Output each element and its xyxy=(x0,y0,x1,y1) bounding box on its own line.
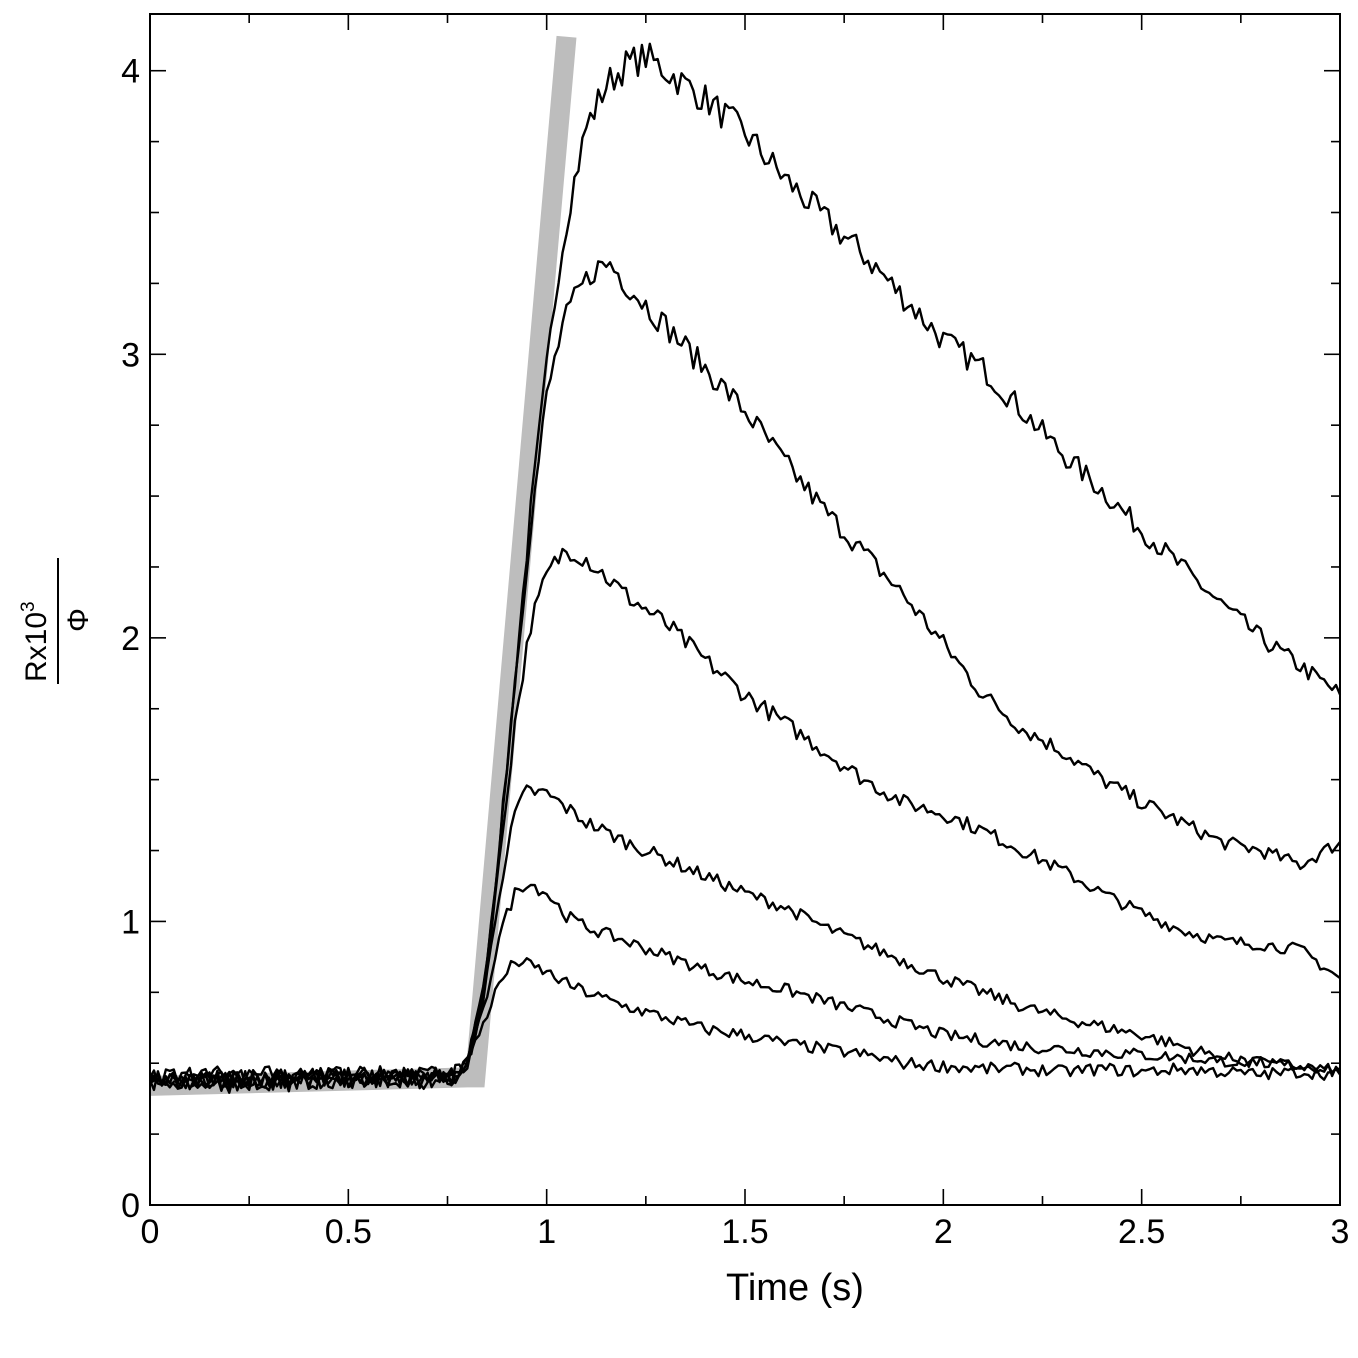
series-line-3 xyxy=(149,547,1341,1093)
y-axis-title-numerator-text: Rx10 xyxy=(20,612,53,682)
y-axis-title-numerator: Rx103 xyxy=(18,601,53,682)
x-tick-label: 2.5 xyxy=(1118,1213,1165,1251)
y-tick-label: 4 xyxy=(121,53,140,91)
x-tick-label: 1.5 xyxy=(721,1213,768,1251)
x-tick-label: 0.5 xyxy=(325,1213,372,1251)
y-axis-title-superscript: 3 xyxy=(18,601,39,612)
x-axis-title: Time (s) xyxy=(726,1267,864,1309)
series-layer xyxy=(148,42,1342,1094)
y-tick-label: 1 xyxy=(121,903,140,941)
label-layer: 0 0.5 1 1.5 2 2.5 3 0 1 2 3 4 xyxy=(121,53,1349,1251)
x-tick-label: 2 xyxy=(934,1213,953,1251)
tick-layer xyxy=(149,14,1341,1206)
y-tick-label: 2 xyxy=(121,620,140,658)
fit-line xyxy=(149,35,577,1096)
y-axis-title-denominator: Φ xyxy=(62,608,95,632)
fit-layer xyxy=(149,35,577,1096)
y-axis-title: Rx103 Φ xyxy=(18,558,95,684)
x-tick-label: 1 xyxy=(537,1213,556,1251)
y-tick-label: 0 xyxy=(121,1187,140,1225)
x-tick-label: 3 xyxy=(1331,1213,1350,1251)
plot-frame xyxy=(149,13,1341,1206)
y-tick-label: 3 xyxy=(121,336,140,374)
x-tick-label: 0 xyxy=(141,1213,160,1251)
series-line-6 xyxy=(148,957,1341,1094)
series-line-4 xyxy=(149,784,1341,1091)
